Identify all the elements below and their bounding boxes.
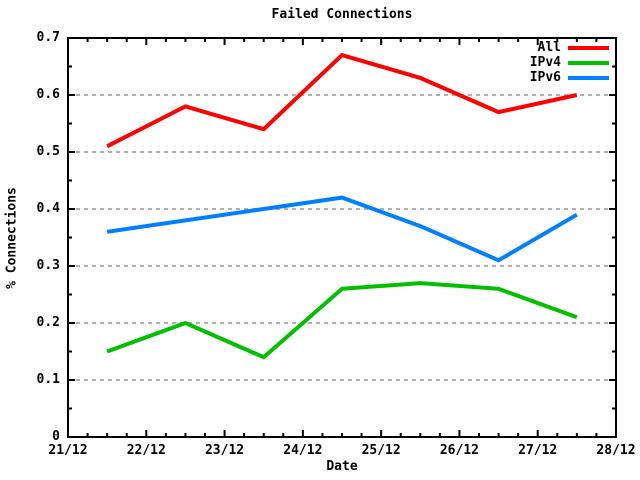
series-line-ipv6 — [106, 195, 578, 263]
x-tick-label: 28/12 — [596, 443, 636, 458]
legend-label: All — [537, 40, 561, 55]
series-line-ipv4 — [106, 281, 578, 360]
legend-row-ipv4: IPv4 — [517, 55, 609, 70]
legend: All IPv4 IPv6 — [517, 40, 609, 85]
legend-line-sample — [568, 45, 609, 50]
series-line-all — [106, 52, 578, 149]
x-tick-label: 21/12 — [48, 443, 88, 458]
legend-label: IPv6 — [529, 70, 561, 85]
y-tick-label: 0.1 — [36, 372, 60, 387]
x-axis-title: Date — [326, 459, 358, 474]
legend-row-all: All — [517, 40, 609, 55]
y-tick-label: 0.6 — [36, 87, 60, 102]
legend-row-ipv6: IPv6 — [517, 70, 609, 85]
legend-line-sample — [568, 75, 609, 80]
y-tick-label: 0 — [52, 429, 60, 444]
legend-label: IPv4 — [529, 55, 561, 70]
y-tick-label: 0.3 — [36, 258, 60, 273]
legend-line-sample — [568, 60, 609, 65]
y-tick-label: 0.4 — [36, 201, 60, 216]
x-tick-label: 23/12 — [204, 443, 245, 458]
y-tick-label: 0.2 — [36, 315, 60, 330]
x-tick-label: 27/12 — [518, 443, 558, 458]
x-tick-label: 25/12 — [361, 443, 401, 458]
plot-border — [67, 37, 617, 438]
chart-title: Failed Connections — [271, 7, 413, 22]
y-tick-label: 0.5 — [36, 144, 60, 159]
x-tick-label: 24/12 — [283, 443, 323, 458]
y-tick-label: 0.7 — [36, 30, 60, 45]
x-tick-label: 26/12 — [439, 443, 479, 458]
x-tick-label: 22/12 — [126, 443, 166, 458]
